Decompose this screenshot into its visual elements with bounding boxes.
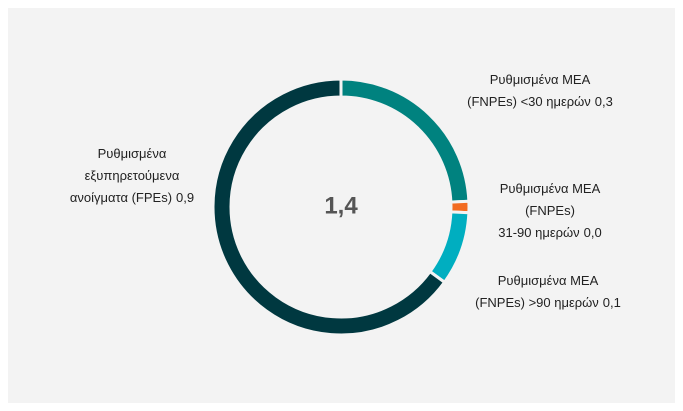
slice-label: Ρυθμισμένα εξυπηρετούμενα ανοίγματα (FPEs)… — [70, 146, 194, 205]
slice-label-line: Ρυθμισμένα ΜΕΑ — [498, 273, 599, 288]
slice-label: Ρυθμισμένα ΜΕΑ (FNPEs) >90 ημερών 0,1 — [475, 273, 621, 310]
slice-label-line: ανοίγματα (FPEs) — [70, 190, 172, 205]
slice-label-line: Ρυθμισμένα ΜΕΑ — [500, 181, 601, 196]
slice-label-line: (FNPEs) <30 ημερών — [467, 94, 591, 109]
slice-label: Ρυθμισμένα ΜΕΑ (FNPEs) <30 ημερών 0,3 — [467, 72, 613, 109]
panel — [8, 8, 675, 403]
slice-value-label: 0,1 — [603, 295, 621, 310]
slice-label-line: (FNPEs) >90 ημερών — [475, 295, 599, 310]
slice-value-label: 0,9 — [176, 190, 194, 205]
slice-label-line: εξυπηρετούμενα — [85, 168, 180, 183]
total-label: 1,4 — [324, 192, 358, 219]
donut-slice — [211, 77, 447, 337]
slice-label-line: Ρυθμισμένα — [98, 146, 167, 161]
slice-value-label: 0,3 — [595, 94, 613, 109]
slice-label-line: (FNPEs) — [525, 203, 575, 218]
slice-label-line: Ρυθμισμένα ΜΕΑ — [490, 72, 591, 87]
slice-label: Ρυθμισμένα ΜΕΑ (FNPEs) 31-90 ημερών 0,0 — [498, 181, 602, 240]
slice-value-label: 0,0 — [584, 225, 602, 240]
slice-label-line: 31-90 ημερών — [498, 225, 579, 240]
